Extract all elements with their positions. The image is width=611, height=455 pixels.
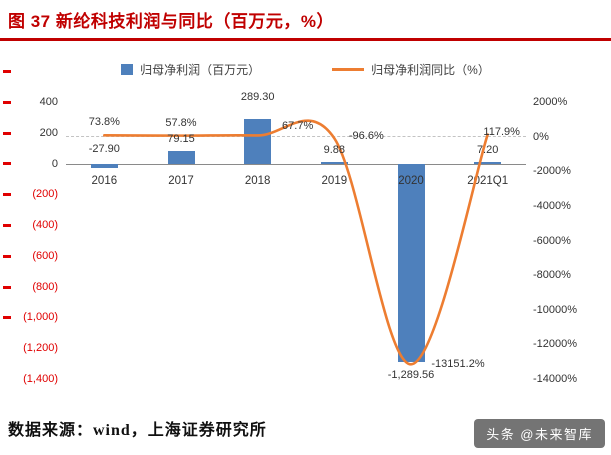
- right-axis-tick-label: -2000%: [533, 165, 571, 178]
- legend-label-net-profit: 归母净利润（百万元）: [140, 63, 261, 77]
- left-axis-tick-label: (1,000): [23, 311, 58, 324]
- bar-data-label: -1,289.56: [387, 369, 435, 381]
- x-axis-category-label: 2018: [244, 174, 271, 187]
- left-edge-red-tick: [3, 254, 11, 258]
- x-axis-category-label: 2019: [321, 174, 348, 187]
- x-axis-category-label: 2020: [398, 174, 424, 187]
- left-edge-red-tick: [3, 70, 11, 73]
- net-profit-bar: [474, 162, 502, 164]
- left-axis-tick-label: (600): [32, 249, 58, 262]
- figure-title: 图 37 新纶科技利润与同比（百万元，%）: [8, 12, 334, 31]
- x-axis-category-label: 2016: [91, 174, 118, 187]
- net-profit-bar: [397, 163, 425, 362]
- left-edge-red-tick: [3, 162, 11, 166]
- bar-data-label: 7.20: [476, 144, 499, 157]
- bar-data-label: 289.30: [240, 91, 275, 104]
- line-data-label: 117.9%: [483, 125, 520, 138]
- left-axis-tick-label: (200): [32, 188, 58, 201]
- bar-data-label: 9.88: [323, 144, 346, 157]
- right-axis-tick-label: -14000%: [533, 373, 578, 385]
- zero-percent-gridline: [66, 135, 526, 137]
- left-axis-tick-label: (1,200): [23, 342, 58, 355]
- line-swatch-icon: [332, 68, 365, 71]
- right-axis-tick-label: 0%: [533, 130, 549, 143]
- left-axis-tick-label: 200: [39, 126, 58, 139]
- line-data-label: -96.6%: [348, 130, 384, 143]
- left-axis-tick-label: 0: [51, 157, 58, 170]
- x-axis-category-label: 2017: [168, 174, 194, 187]
- bar-swatch-icon: [121, 64, 134, 75]
- right-axis-tick-label: -6000%: [533, 234, 571, 247]
- left-edge-red-tick: [3, 316, 11, 320]
- line-data-label: 73.8%: [88, 116, 120, 129]
- bar-data-label: 79.15: [167, 133, 195, 146]
- title-divider-rule: [0, 38, 611, 41]
- line-data-label: 67.7%: [282, 120, 314, 133]
- legend-item-yoy: 归母净利润同比（%）: [332, 61, 490, 78]
- right-axis-tick-label: -12000%: [533, 338, 578, 351]
- toutiao-watermark: 头条 @未来智库: [474, 419, 605, 448]
- net-profit-bar: [167, 151, 195, 164]
- legend-item-net-profit: 归母净利润（百万元）: [121, 61, 260, 78]
- bar-data-label: -27.90: [88, 142, 120, 155]
- left-edge-red-tick: [3, 100, 11, 104]
- line-data-label: -13151.2%: [431, 358, 485, 371]
- left-axis-tick-label: (800): [32, 280, 58, 293]
- data-source-note: 数据来源：wind，上海证券研究所: [8, 422, 267, 439]
- left-axis-tick-label: (1,400): [23, 373, 58, 385]
- left-edge-red-tick: [3, 193, 11, 197]
- x-axis-line: [66, 163, 526, 165]
- left-edge-red-tick: [3, 224, 11, 227]
- net-profit-bar: [320, 162, 348, 164]
- left-axis-tick-label: (400): [32, 219, 58, 232]
- right-axis-tick-label: -8000%: [533, 269, 571, 282]
- left-axis-tick-label: 400: [39, 96, 58, 108]
- net-profit-bar: [90, 163, 118, 168]
- right-axis-tick-label: -10000%: [533, 303, 578, 316]
- x-axis-category-label: 2021Q1: [467, 174, 509, 187]
- right-axis-tick-label: 2000%: [533, 96, 568, 108]
- left-edge-red-tick: [3, 131, 11, 135]
- line-data-label: 57.8%: [165, 116, 197, 129]
- right-axis-tick-label: -4000%: [533, 199, 571, 212]
- chart-legend: 归母净利润（百万元） 归母净利润同比（%）: [0, 61, 611, 78]
- left-edge-red-tick: [3, 285, 11, 289]
- legend-label-yoy: 归母净利润同比（%）: [371, 63, 490, 77]
